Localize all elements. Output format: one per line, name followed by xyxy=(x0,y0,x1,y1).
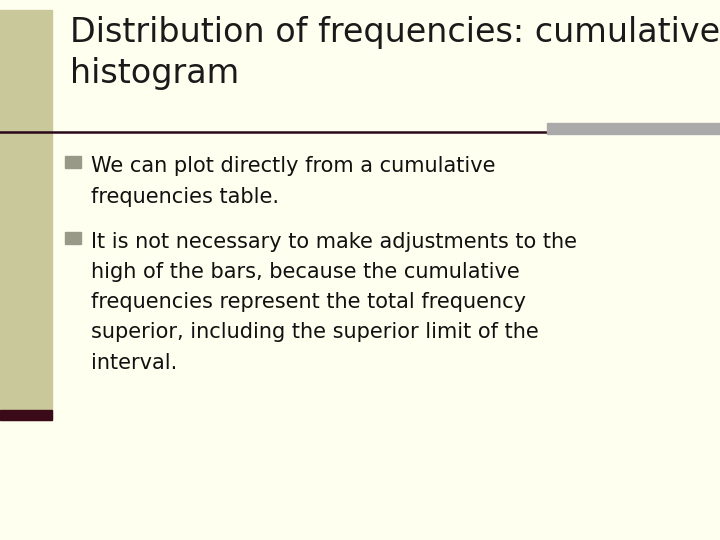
Bar xyxy=(0,410,52,420)
Bar xyxy=(65,156,81,168)
Bar xyxy=(65,232,81,244)
Text: We can plot directly from a cumulative: We can plot directly from a cumulative xyxy=(91,156,496,176)
Text: superior, including the superior limit of the: superior, including the superior limit o… xyxy=(91,322,539,342)
Text: Distribution of frequencies: cumulative
histogram: Distribution of frequencies: cumulative … xyxy=(70,16,720,90)
Text: interval.: interval. xyxy=(91,353,178,373)
Text: frequencies table.: frequencies table. xyxy=(91,187,279,207)
Text: frequencies represent the total frequency: frequencies represent the total frequenc… xyxy=(91,292,526,312)
Text: It is not necessary to make adjustments to the: It is not necessary to make adjustments … xyxy=(91,232,577,252)
Bar xyxy=(0,10,52,420)
Bar xyxy=(547,123,720,134)
Text: high of the bars, because the cumulative: high of the bars, because the cumulative xyxy=(91,262,520,282)
